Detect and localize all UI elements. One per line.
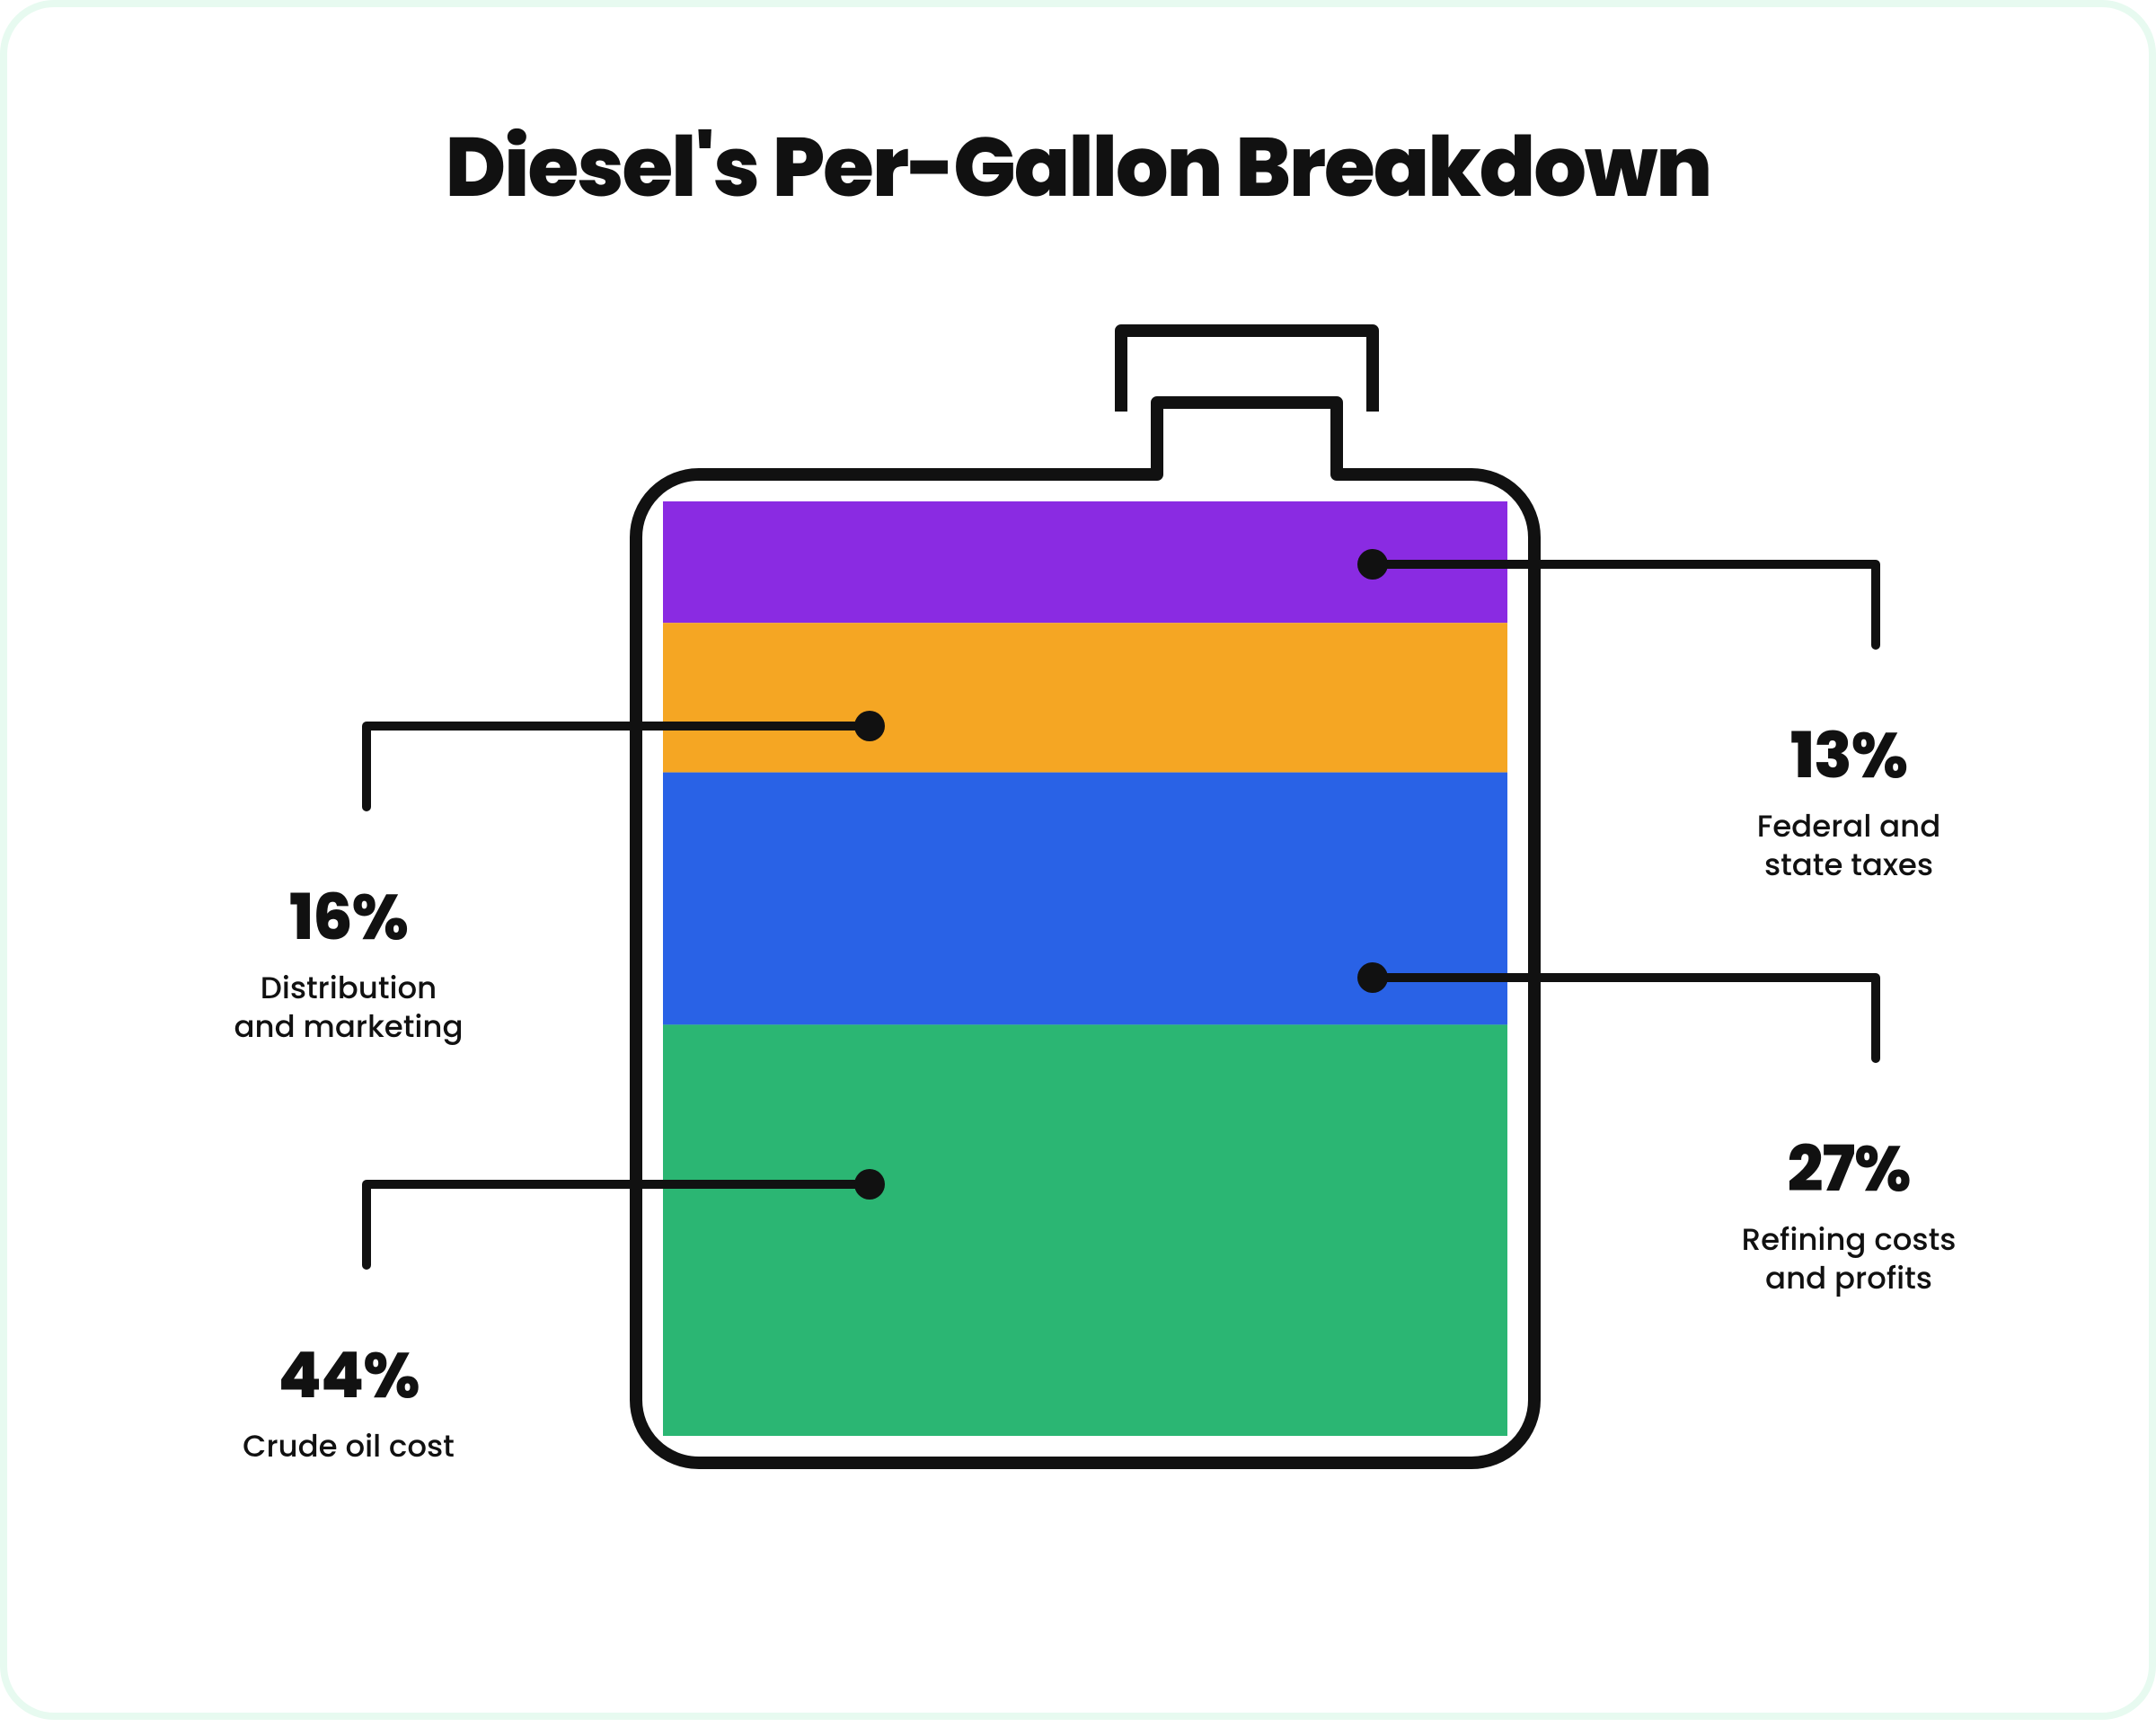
pct-refining: 27% (1633, 1121, 2064, 1217)
pct-crude: 44% (133, 1328, 564, 1423)
infographic-frame: Diesel's Per-Gallon Breakdown 13% Federa… (0, 0, 2156, 1720)
callout-crude: 44% Crude oil cost (133, 1328, 564, 1466)
lbl-distmkt: Distributionand marketing (133, 969, 564, 1045)
lbl-taxes: Federal andstate taxes (1633, 807, 2064, 883)
pct-taxes: 13% (1633, 708, 2064, 803)
callout-taxes: 13% Federal andstate taxes (1633, 708, 2064, 883)
callout-refining: 27% Refining costsand profits (1633, 1121, 2064, 1297)
pct-distmkt: 16% (133, 870, 564, 965)
callout-distmkt: 16% Distributionand marketing (133, 870, 564, 1045)
lbl-crude: Crude oil cost (133, 1427, 564, 1466)
lbl-refining: Refining costsand profits (1633, 1220, 2064, 1297)
